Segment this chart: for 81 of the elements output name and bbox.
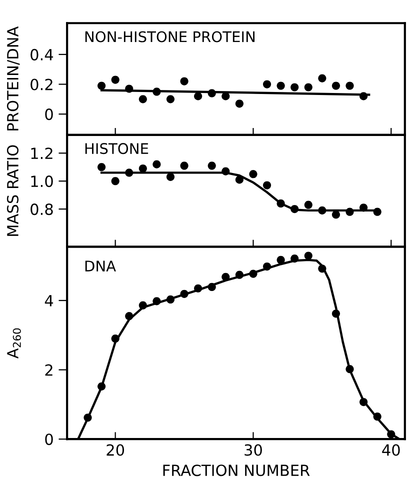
point [290,204,299,214]
point [359,398,368,406]
point [166,95,175,104]
y-tick-label: 0 [45,434,53,446]
point [332,210,340,219]
chart-title: HISTONE [85,143,148,154]
point [208,282,216,292]
point [276,199,285,208]
y-tick-label: 0 [45,108,53,120]
point [276,256,285,264]
point [166,172,175,181]
point [166,295,175,304]
point [111,177,120,186]
point [262,181,272,190]
y-tick-label: 0.8 [30,204,53,216]
point [98,163,106,172]
point [138,164,147,173]
point [290,254,299,263]
point [222,92,230,100]
point [249,170,258,178]
point [346,365,354,374]
point [276,82,285,90]
point [235,100,244,108]
point [84,414,92,422]
point [332,82,340,90]
y-axis-title: A$_{260}$ [7,328,21,359]
point [111,334,120,343]
point [249,270,258,278]
point [373,412,382,421]
point [235,270,244,279]
point [152,297,161,306]
point [290,83,299,92]
y-axis-title: PROTEIN/DNA [6,26,20,130]
point [332,310,340,318]
y-axis-title: MASS RATIO [6,145,19,236]
point [180,290,188,298]
point [235,176,244,184]
point [194,284,202,292]
point [208,162,216,170]
point [318,206,326,214]
point [304,252,312,260]
chart-title: NON-HISTONE PROTEIN [85,31,254,42]
point [98,382,106,390]
point [359,204,368,212]
y-tick-label: 1.2 [31,148,52,159]
point [98,82,106,90]
point [262,262,272,271]
x-tick-label: 30 [244,444,262,456]
x-tick-label: 40 [382,444,400,456]
point [152,160,161,168]
point [180,162,188,170]
point [138,301,147,310]
point [359,92,368,100]
point [125,168,134,177]
point [346,208,354,216]
point [262,80,272,88]
point [208,89,216,98]
point [318,74,326,82]
point [222,272,230,281]
y-tick-label: 2 [45,364,52,376]
point [180,77,188,86]
point [304,200,312,209]
point [346,82,354,90]
point [194,92,202,100]
x-axis-title: FRACTION NUMBER [163,464,310,476]
text: DNA [85,260,116,272]
y-tick-label: 4 [44,295,54,306]
point [304,83,312,92]
x-tick-label: 20 [106,444,124,456]
point [387,430,396,438]
point [152,88,161,96]
y-tick-label: 0.2 [30,78,52,90]
point [373,208,382,216]
point [318,264,326,273]
point [125,84,134,93]
point [125,312,134,320]
y-tick-label: 0.4 [30,48,54,60]
y-tick-label: 1.0 [31,176,53,188]
point [222,167,230,176]
point [138,95,147,104]
point [111,76,120,84]
